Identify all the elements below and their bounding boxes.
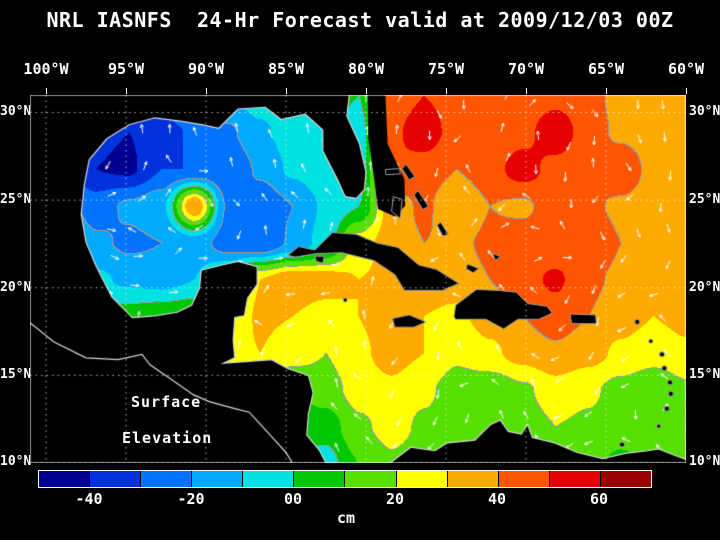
lon-axis-label: 65°W <box>587 60 625 78</box>
lat-axis-label-left: 25°N <box>0 192 32 207</box>
axis-tick <box>445 88 447 94</box>
colorbar-cell <box>294 471 345 487</box>
colorbar-cell <box>345 471 396 487</box>
colorbar-cell <box>549 471 600 487</box>
axis-tick <box>205 88 207 94</box>
lat-axis-label-right: 30°N <box>689 104 720 119</box>
colorbar-cell <box>396 471 447 487</box>
colorbar-tick-label: -20 <box>177 490 205 508</box>
plot-title: NRL IASNFS 24-Hr Forecast valid at 2009/… <box>46 8 674 32</box>
lon-axis-label: 80°W <box>347 60 385 78</box>
lat-axis-label-right: 15°N <box>689 367 720 382</box>
colorbar-tick-label: 40 <box>487 490 507 508</box>
axis-tick <box>125 88 127 94</box>
axis-tick <box>45 88 47 94</box>
colorbar-cell <box>600 471 651 487</box>
colorbar-cell <box>243 471 294 487</box>
lon-axis-label: 85°W <box>267 60 305 78</box>
axis-tick <box>525 88 527 94</box>
lon-axis-label: 100°W <box>23 60 69 78</box>
lat-axis-label-right: 10°N <box>689 454 720 469</box>
lon-axis-label: 70°W <box>507 60 545 78</box>
map-canvas <box>30 95 686 463</box>
colorbar-tick-label: -40 <box>75 490 103 508</box>
colorbar-tick-label: 60 <box>589 490 609 508</box>
lon-axis-label: 90°W <box>187 60 225 78</box>
colorbar-tick-label: 20 <box>385 490 405 508</box>
annotation-surface: Surface <box>131 393 202 411</box>
lat-axis-label-right: 25°N <box>689 192 720 207</box>
colorbar-tick-label: 00 <box>283 490 303 508</box>
annotation-elevation: Elevation <box>122 429 213 447</box>
lat-axis-label-left: 20°N <box>0 280 32 295</box>
colorbar-cell <box>39 471 90 487</box>
lat-axis-label-right: 20°N <box>689 280 720 295</box>
colorbar-cell <box>498 471 549 487</box>
lon-axis-label: 75°W <box>427 60 465 78</box>
lon-axis-label: 95°W <box>107 60 145 78</box>
lat-axis-label-left: 30°N <box>0 104 32 119</box>
colorbar <box>38 470 652 488</box>
axis-tick <box>365 88 367 94</box>
colorbar-cell <box>141 471 192 487</box>
lat-axis-label-left: 15°N <box>0 367 32 382</box>
colorbar-unit-label: cm <box>336 509 356 527</box>
colorbar-cell <box>192 471 243 487</box>
lat-axis-label-left: 10°N <box>0 454 32 469</box>
axis-tick <box>285 88 287 94</box>
lon-axis-label: 60°W <box>667 60 705 78</box>
axis-tick <box>685 88 687 94</box>
colorbar-cell <box>90 471 141 487</box>
colorbar-cell <box>447 471 498 487</box>
axis-tick <box>605 88 607 94</box>
